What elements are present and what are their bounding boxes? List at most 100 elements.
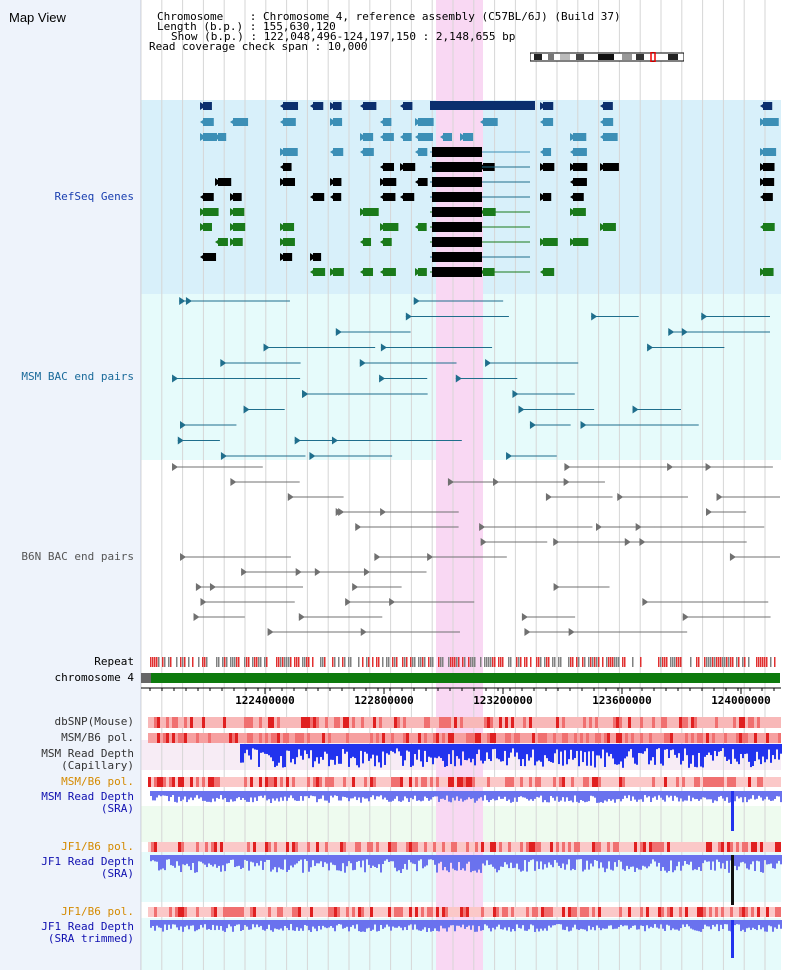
heat-cell bbox=[349, 717, 352, 728]
track-label-dbsnp[interactable]: dbSNP(Mouse) bbox=[54, 715, 134, 728]
depth-bar bbox=[680, 920, 682, 929]
heat-cell bbox=[160, 777, 163, 787]
depth-bar bbox=[468, 791, 470, 798]
bac-end-marker bbox=[553, 538, 560, 546]
depth-bar bbox=[242, 791, 244, 798]
depth-bar bbox=[462, 791, 464, 802]
track-label-msm-depth-capillary[interactable]: MSM Read Depth bbox=[41, 747, 134, 760]
repeat-mark bbox=[252, 657, 254, 667]
bac-end-marker bbox=[545, 493, 552, 501]
heat-cell bbox=[577, 777, 580, 787]
track-label-msm-depth-sra[interactable]: MSM Read Depth bbox=[41, 790, 134, 803]
depth-bar bbox=[512, 791, 514, 802]
heat-cell bbox=[508, 717, 511, 728]
depth-bar bbox=[772, 791, 774, 801]
gene-exon bbox=[233, 208, 245, 216]
heat-cell bbox=[502, 777, 505, 787]
track-label-msm-b6-pol[interactable]: MSM/B6 pol. bbox=[61, 731, 134, 744]
repeat-mark bbox=[378, 657, 380, 667]
depth-bar bbox=[260, 855, 262, 861]
track-label-jf1-b6-pol-2[interactable]: JF1/B6 pol. bbox=[61, 905, 134, 918]
repeat-mark bbox=[516, 657, 518, 667]
repeat-mark bbox=[502, 657, 504, 667]
heat-cell bbox=[736, 717, 739, 728]
repeat-mark bbox=[368, 657, 370, 667]
repeat-mark bbox=[484, 657, 486, 667]
heat-cell bbox=[388, 842, 391, 852]
bac-end-marker bbox=[568, 628, 575, 636]
repeat-mark bbox=[722, 657, 724, 667]
heat-cell bbox=[622, 717, 625, 728]
depth-bar bbox=[272, 791, 274, 799]
repeat-mark bbox=[614, 657, 616, 667]
chromosome-ideogram[interactable] bbox=[530, 52, 684, 62]
heat-cell bbox=[577, 717, 580, 728]
depth-bar bbox=[168, 791, 170, 802]
depth-bar bbox=[594, 855, 596, 860]
repeat-mark bbox=[664, 657, 666, 667]
depth-bar bbox=[348, 920, 350, 932]
depth-bar bbox=[510, 744, 512, 753]
track-label-b6n-bac[interactable]: B6N BAC end pairs bbox=[21, 550, 134, 563]
depth-bar bbox=[382, 791, 384, 800]
depth-bar bbox=[530, 855, 532, 861]
depth-bar bbox=[728, 744, 730, 760]
track-label-refseq[interactable]: RefSeq Genes bbox=[54, 190, 134, 203]
heat-cell bbox=[361, 733, 364, 743]
depth-bar bbox=[660, 791, 662, 798]
depth-bar bbox=[270, 855, 272, 872]
heat-cell bbox=[706, 777, 709, 787]
depth-bar bbox=[288, 791, 290, 798]
heat-cell bbox=[529, 842, 532, 852]
depth-bar bbox=[494, 855, 496, 869]
depth-bar bbox=[320, 791, 322, 799]
depth-bar bbox=[624, 855, 626, 871]
heat-cell bbox=[682, 777, 685, 787]
track-label-jf1-depth-sra[interactable]: JF1 Read Depth bbox=[41, 855, 134, 868]
depth-bar bbox=[612, 744, 614, 759]
heat-cell bbox=[328, 842, 331, 852]
depth-bar bbox=[202, 920, 204, 928]
depth-bar bbox=[290, 855, 292, 866]
heat-cell bbox=[604, 842, 607, 852]
depth-bar bbox=[334, 855, 336, 866]
heat-cell bbox=[643, 717, 646, 728]
map-canvas[interactable]: 122400000 122800000 123200000 123600000 1240… bbox=[141, 0, 800, 970]
heat-cell bbox=[499, 842, 502, 852]
heat-cell bbox=[151, 733, 154, 743]
depth-bar bbox=[240, 791, 242, 800]
depth-bar bbox=[310, 791, 312, 796]
depth-bar bbox=[372, 920, 374, 930]
track-label-msm-bac[interactable]: MSM BAC end pairs bbox=[21, 370, 134, 383]
depth-bar bbox=[550, 855, 552, 865]
heat-cell bbox=[199, 907, 202, 917]
depth-bar bbox=[182, 791, 184, 800]
heat-cell bbox=[382, 717, 385, 728]
track-label-msm-b6-pol-2[interactable]: MSM/B6 pol. bbox=[61, 775, 134, 788]
depth-bar bbox=[520, 855, 522, 872]
heat-cell bbox=[748, 907, 751, 917]
depth-bar bbox=[654, 920, 656, 925]
heat-cell bbox=[313, 777, 316, 787]
depth-bar bbox=[708, 791, 710, 800]
depth-bar bbox=[720, 855, 722, 869]
heat-cell bbox=[364, 777, 367, 787]
depth-bar bbox=[376, 920, 378, 932]
track-label-jf1-depth-trim[interactable]: JF1 Read Depth bbox=[41, 920, 134, 933]
depth-bar bbox=[564, 920, 566, 931]
gene-exon bbox=[603, 118, 614, 126]
heat-cell bbox=[214, 733, 217, 743]
heat-cell bbox=[415, 733, 418, 743]
depth-bar bbox=[622, 791, 624, 799]
repeat-mark bbox=[402, 657, 404, 667]
depth-bar bbox=[434, 791, 436, 797]
depth-bar bbox=[174, 920, 176, 925]
depth-bar bbox=[228, 855, 230, 864]
depth-bar bbox=[486, 920, 488, 926]
track-label-jf1-b6-pol[interactable]: JF1/B6 pol. bbox=[61, 840, 134, 853]
heat-cell bbox=[193, 777, 196, 787]
genome-map-graphic[interactable]: 122400000 122800000 123200000 123600000 1240… bbox=[141, 0, 800, 970]
heat-cell bbox=[676, 907, 679, 917]
heat-cell bbox=[724, 777, 727, 787]
depth-bar bbox=[556, 855, 558, 863]
